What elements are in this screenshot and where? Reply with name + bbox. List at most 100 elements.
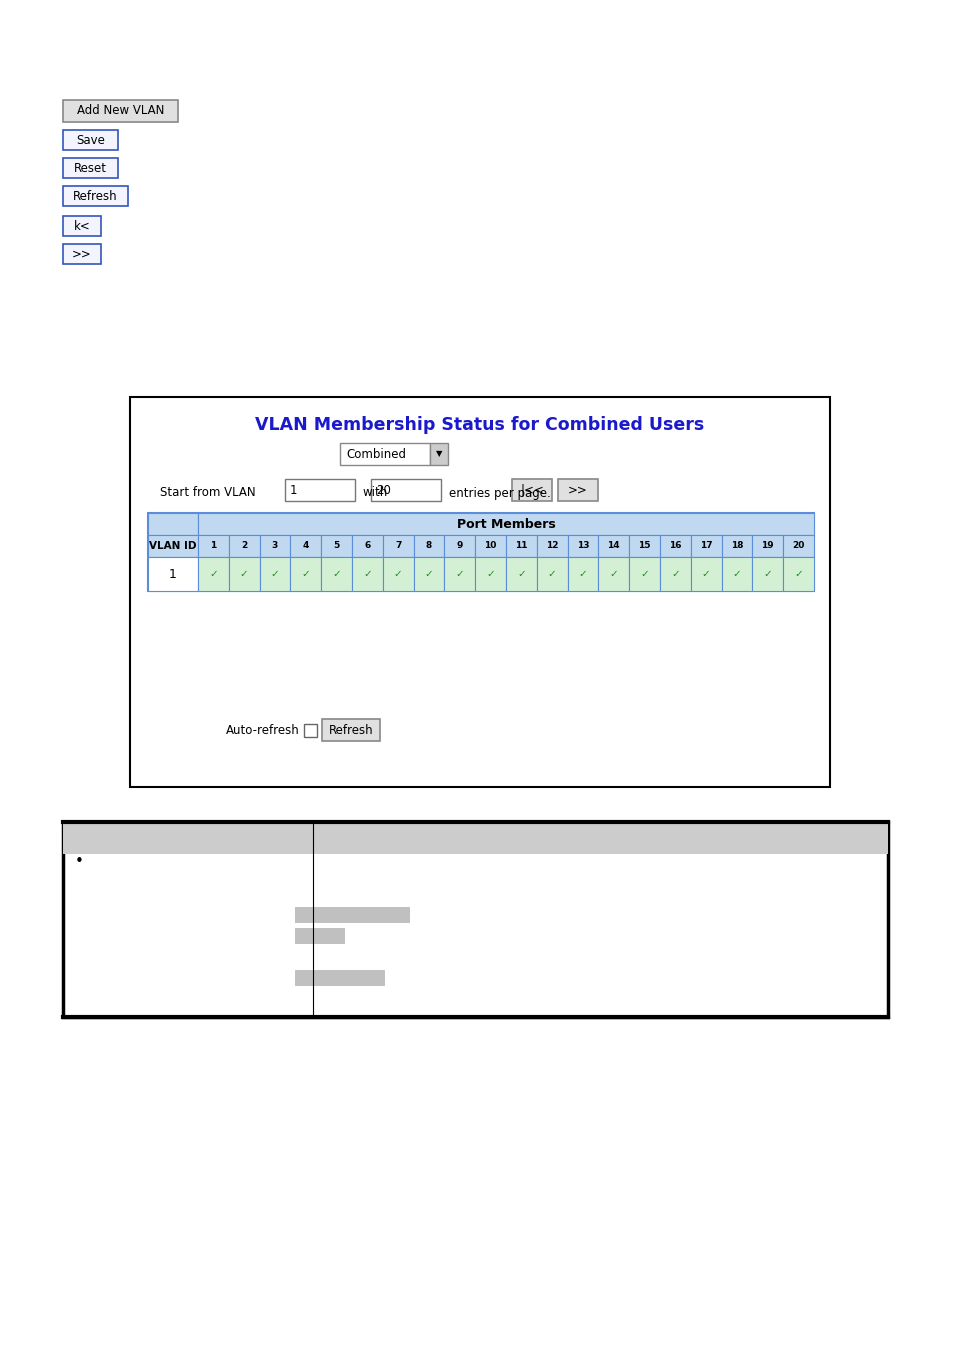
Bar	[259, 558, 290, 591]
Bar	[304, 724, 316, 737]
Text: 20: 20	[375, 483, 391, 497]
Bar	[444, 558, 475, 591]
Text: ✓: ✓	[701, 568, 710, 579]
Text: ✓: ✓	[239, 568, 249, 579]
Bar	[782, 535, 813, 558]
Bar	[198, 513, 813, 535]
Text: 1: 1	[169, 567, 176, 580]
Bar	[229, 535, 259, 558]
Bar	[294, 971, 385, 986]
Text: with: with	[363, 486, 388, 500]
Bar	[567, 558, 598, 591]
Text: ✓: ✓	[670, 568, 679, 579]
Bar	[352, 558, 382, 591]
Bar	[690, 535, 720, 558]
Text: 19: 19	[760, 541, 773, 551]
Text: ✓: ✓	[271, 568, 279, 579]
Text: ✓: ✓	[517, 568, 525, 579]
Bar	[598, 535, 629, 558]
Text: Add New VLAN: Add New VLAN	[77, 104, 164, 117]
Bar	[322, 720, 379, 741]
Text: ✓: ✓	[762, 568, 771, 579]
Text: k<: k<	[73, 220, 91, 232]
Bar	[659, 535, 690, 558]
Text: >>: >>	[72, 247, 91, 261]
Bar	[148, 535, 198, 558]
Text: 14: 14	[607, 541, 619, 551]
Bar	[290, 535, 321, 558]
Bar	[352, 535, 382, 558]
Text: 9: 9	[456, 541, 462, 551]
Text: ✓: ✓	[363, 568, 372, 579]
Bar	[63, 822, 887, 1017]
Text: ✓: ✓	[732, 568, 740, 579]
Bar	[598, 558, 629, 591]
Text: ✓: ✓	[455, 568, 464, 579]
Text: Refresh: Refresh	[329, 724, 373, 737]
Bar	[294, 927, 345, 944]
Text: ✓: ✓	[578, 568, 587, 579]
Text: ✓: ✓	[609, 568, 618, 579]
Text: >>: >>	[568, 483, 587, 497]
Bar	[321, 535, 352, 558]
Bar	[414, 558, 444, 591]
Bar	[414, 535, 444, 558]
Text: 1: 1	[290, 483, 297, 497]
Text: 11: 11	[515, 541, 527, 551]
Text: 17: 17	[700, 541, 712, 551]
Bar	[752, 535, 782, 558]
Bar	[505, 535, 537, 558]
Text: ✓: ✓	[301, 568, 310, 579]
Text: 10: 10	[484, 541, 497, 551]
Text: 8: 8	[425, 541, 432, 551]
Text: Save: Save	[76, 134, 105, 147]
Text: 12: 12	[545, 541, 558, 551]
Text: 20: 20	[792, 541, 804, 551]
Bar	[629, 535, 659, 558]
Text: 6: 6	[364, 541, 370, 551]
Text: Combined: Combined	[346, 447, 406, 460]
Bar	[537, 558, 567, 591]
Bar	[659, 558, 690, 591]
Bar	[475, 535, 505, 558]
Bar	[63, 158, 118, 178]
Bar	[720, 558, 752, 591]
Bar	[229, 558, 259, 591]
Bar	[537, 535, 567, 558]
Bar	[63, 822, 887, 855]
Text: Start from VLAN: Start from VLAN	[160, 486, 255, 500]
Bar	[148, 513, 198, 535]
Bar	[782, 558, 813, 591]
Bar	[512, 479, 552, 501]
Text: VLAN ID: VLAN ID	[149, 541, 196, 551]
Text: ✓: ✓	[547, 568, 556, 579]
Text: VLAN Membership Status for Combined Users: VLAN Membership Status for Combined User…	[255, 416, 704, 433]
Text: 13: 13	[577, 541, 589, 551]
Text: 16: 16	[668, 541, 681, 551]
Bar	[63, 216, 101, 236]
Bar	[259, 535, 290, 558]
Text: ✓: ✓	[486, 568, 495, 579]
Text: |<<: |<<	[519, 483, 543, 497]
Text: ✓: ✓	[424, 568, 433, 579]
Bar	[63, 186, 128, 207]
Text: 4: 4	[302, 541, 309, 551]
Bar	[148, 558, 198, 591]
Bar	[720, 535, 752, 558]
Text: ✓: ✓	[332, 568, 340, 579]
Bar	[444, 535, 475, 558]
Text: Port Members: Port Members	[456, 517, 555, 531]
Bar	[290, 558, 321, 591]
Text: 7: 7	[395, 541, 401, 551]
Text: 15: 15	[638, 541, 650, 551]
Text: ✓: ✓	[639, 568, 648, 579]
Bar	[339, 443, 430, 464]
Text: 1: 1	[210, 541, 216, 551]
Text: Refresh: Refresh	[73, 189, 117, 202]
Bar	[198, 535, 229, 558]
Text: ✓: ✓	[394, 568, 402, 579]
Text: 18: 18	[730, 541, 742, 551]
Bar	[558, 479, 598, 501]
Bar	[690, 558, 720, 591]
Bar	[130, 397, 829, 787]
